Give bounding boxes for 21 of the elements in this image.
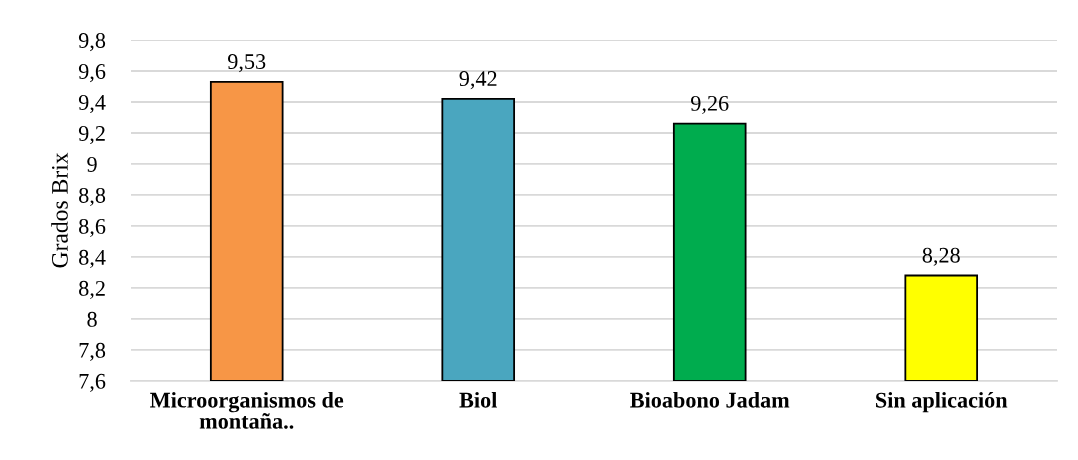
y-tick-label: 8,8 (79, 187, 106, 207)
y-tick-label: 8,4 (79, 249, 106, 269)
data-label: 9,42 (459, 71, 497, 90)
y-tick-label: 8,2 (79, 280, 105, 300)
x-tick-label: Bioabono Jadam (630, 391, 790, 408)
y-tick-label: 7,8 (79, 342, 106, 362)
data-label: 9,26 (691, 95, 729, 115)
y-tick-label: 9,8 (78, 32, 106, 52)
y-tick-label: 9,2 (78, 125, 105, 145)
y-tick-label: 9,4 (78, 94, 106, 114)
x-tick-label: Biol (459, 391, 497, 408)
data-label: 9,53 (228, 54, 266, 73)
y-tick-label: 8 (87, 311, 97, 327)
data-label: 8,28 (922, 247, 960, 266)
x-tick-label: Microorganismos de montaña.. (150, 391, 344, 429)
y-tick-label: 7,6 (79, 373, 106, 393)
y-tick-label: 8,6 (79, 218, 106, 238)
y-tick-label: 9 (87, 156, 97, 172)
x-tick-label: Sin aplicación (876, 391, 1008, 413)
y-axis-title: Grados Brix (51, 152, 68, 268)
y-tick-label: 9,6 (78, 64, 106, 83)
